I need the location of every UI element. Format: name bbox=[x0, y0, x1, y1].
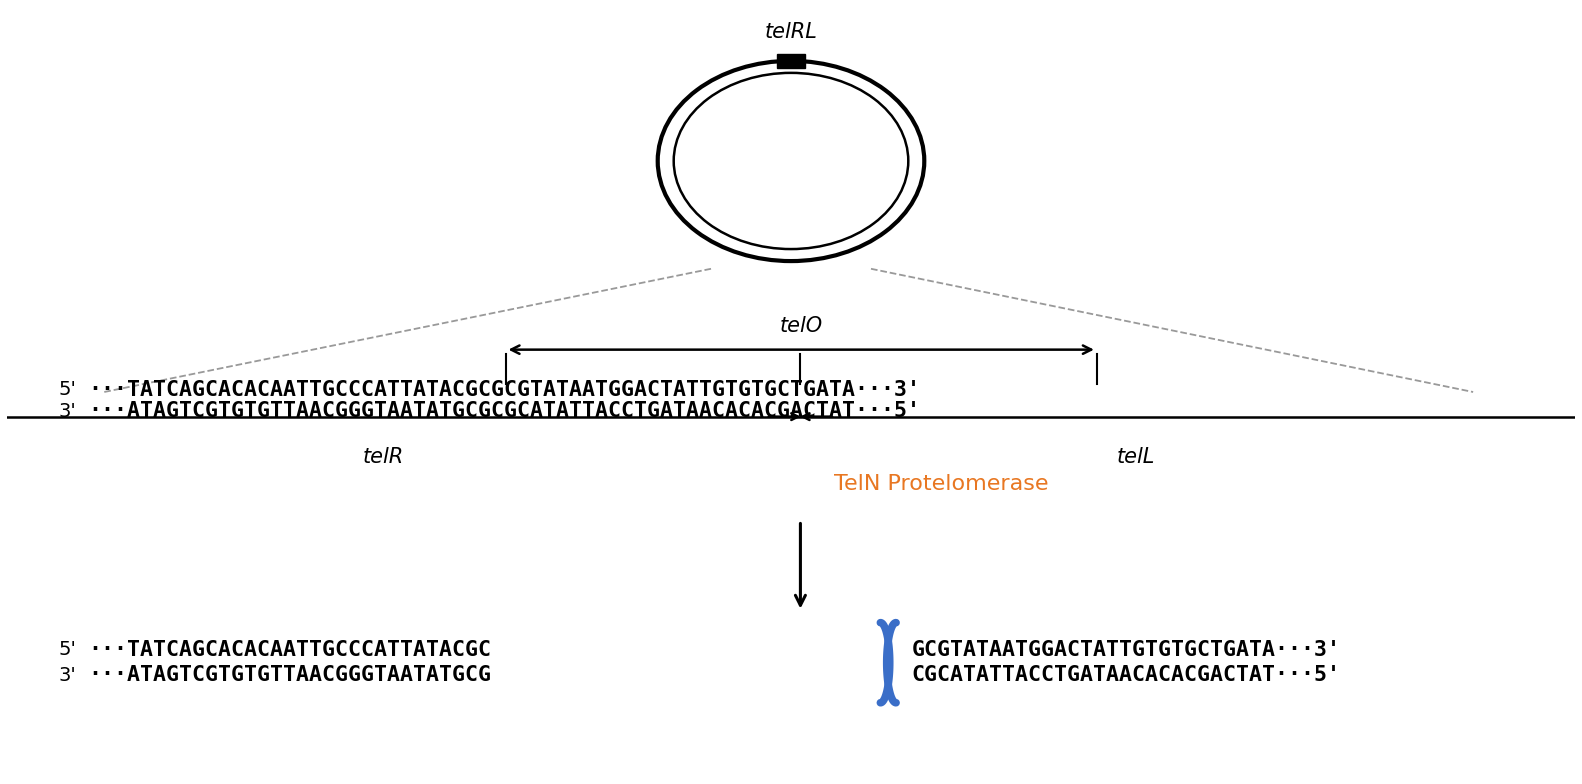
Text: CGCATATTACCTGATAACACACGACTAT···5': CGCATATTACCTGATAACACACGACTAT···5' bbox=[911, 666, 1340, 685]
Text: telL: telL bbox=[1117, 448, 1155, 467]
Bar bbox=[777, 54, 805, 67]
Text: 5': 5' bbox=[59, 380, 76, 399]
Text: telR: telR bbox=[362, 448, 403, 467]
Text: TelN Protelomerase: TelN Protelomerase bbox=[834, 474, 1049, 495]
Text: 3': 3' bbox=[59, 401, 76, 421]
Text: GCGTATAATGGACTATTGTGTGCTGATA···3': GCGTATAATGGACTATTGTGTGCTGATA···3' bbox=[911, 640, 1340, 660]
Text: ···TATCAGCACACAATTGCCCATTATACGCGCGTATAATGGACTATTGTGTGCTGATA···3': ···TATCAGCACACAATTGCCCATTATACGCGCGTATAAT… bbox=[89, 379, 921, 400]
Text: 5': 5' bbox=[59, 641, 76, 659]
Text: telRL: telRL bbox=[764, 22, 818, 42]
Text: ···ATAGTCGTGTGTTAACGGGTAATATGCGCGCATATTACCTGATAACACACGACTAT···5': ···ATAGTCGTGTGTTAACGGGTAATATGCGCGCATATTA… bbox=[89, 401, 921, 421]
Text: telO: telO bbox=[780, 316, 823, 336]
Text: ···TATCAGCACACAATTGCCCATTATACGC: ···TATCAGCACACAATTGCCCATTATACGC bbox=[89, 640, 492, 660]
Text: 3': 3' bbox=[59, 666, 76, 685]
Text: ···ATAGTCGTGTGTTAACGGGTAATATGCG: ···ATAGTCGTGTGTTAACGGGTAATATGCG bbox=[89, 666, 492, 685]
